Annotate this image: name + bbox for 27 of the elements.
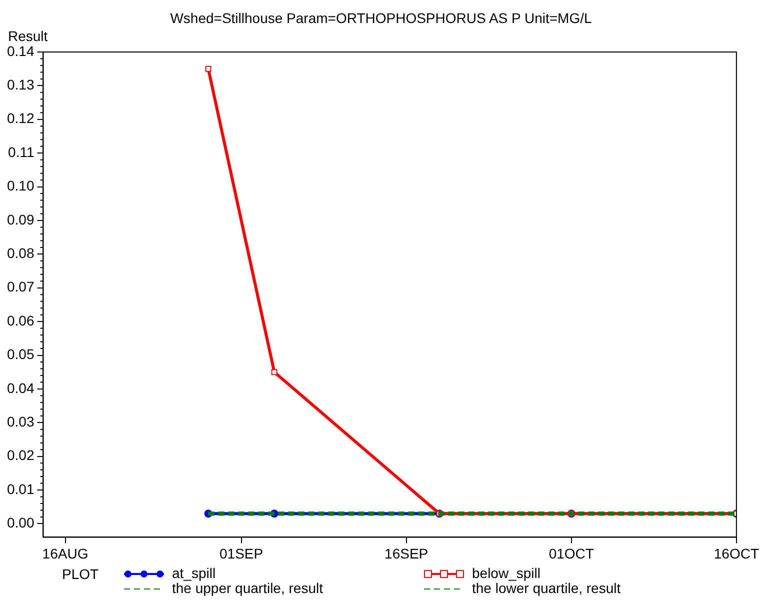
y-axis-title: Result (8, 28, 48, 44)
y-tick-label: 0.05 (7, 346, 34, 362)
y-tick-label: 0.08 (7, 245, 34, 262)
y-tick-label: 0.14 (7, 42, 34, 59)
y-tick-label: 0.01 (7, 480, 34, 497)
chart-title: Wshed=Stillhouse Param=ORTHOPHOSPHORUS AS P Unit=MG/L (169, 10, 593, 26)
y-tick-label: 0.13 (7, 76, 34, 93)
y-tick-label: 0.07 (7, 278, 34, 295)
y-tick-label: 0.11 (8, 144, 34, 160)
y-tick-label: 0.04 (7, 380, 34, 396)
legend-label: below_spill (472, 565, 540, 581)
legend-label: the lower quartile, result (472, 580, 621, 596)
y-tick-label: 0.03 (7, 414, 34, 430)
x-tick-label: 01SEP (220, 545, 264, 562)
y-tick-label: 0.10 (7, 178, 34, 194)
x-tick-label: 16AUG (42, 545, 88, 562)
y-tick-label: 0.02 (7, 447, 34, 464)
y-tick-label: 0.00 (7, 514, 34, 531)
x-tick-label: 16SEP (384, 545, 428, 562)
y-tick-label: 0.06 (7, 312, 34, 328)
y-tick-label: 0.12 (7, 110, 34, 126)
y-tick-label: 0.09 (7, 211, 34, 228)
x-tick-label: 01OCT (548, 545, 594, 562)
legend-label: the upper quartile, result (172, 580, 323, 596)
x-tick-label: 16OCT (714, 545, 760, 562)
legend-label: at_spill (172, 565, 216, 581)
legend-title: PLOT (62, 566, 100, 584)
